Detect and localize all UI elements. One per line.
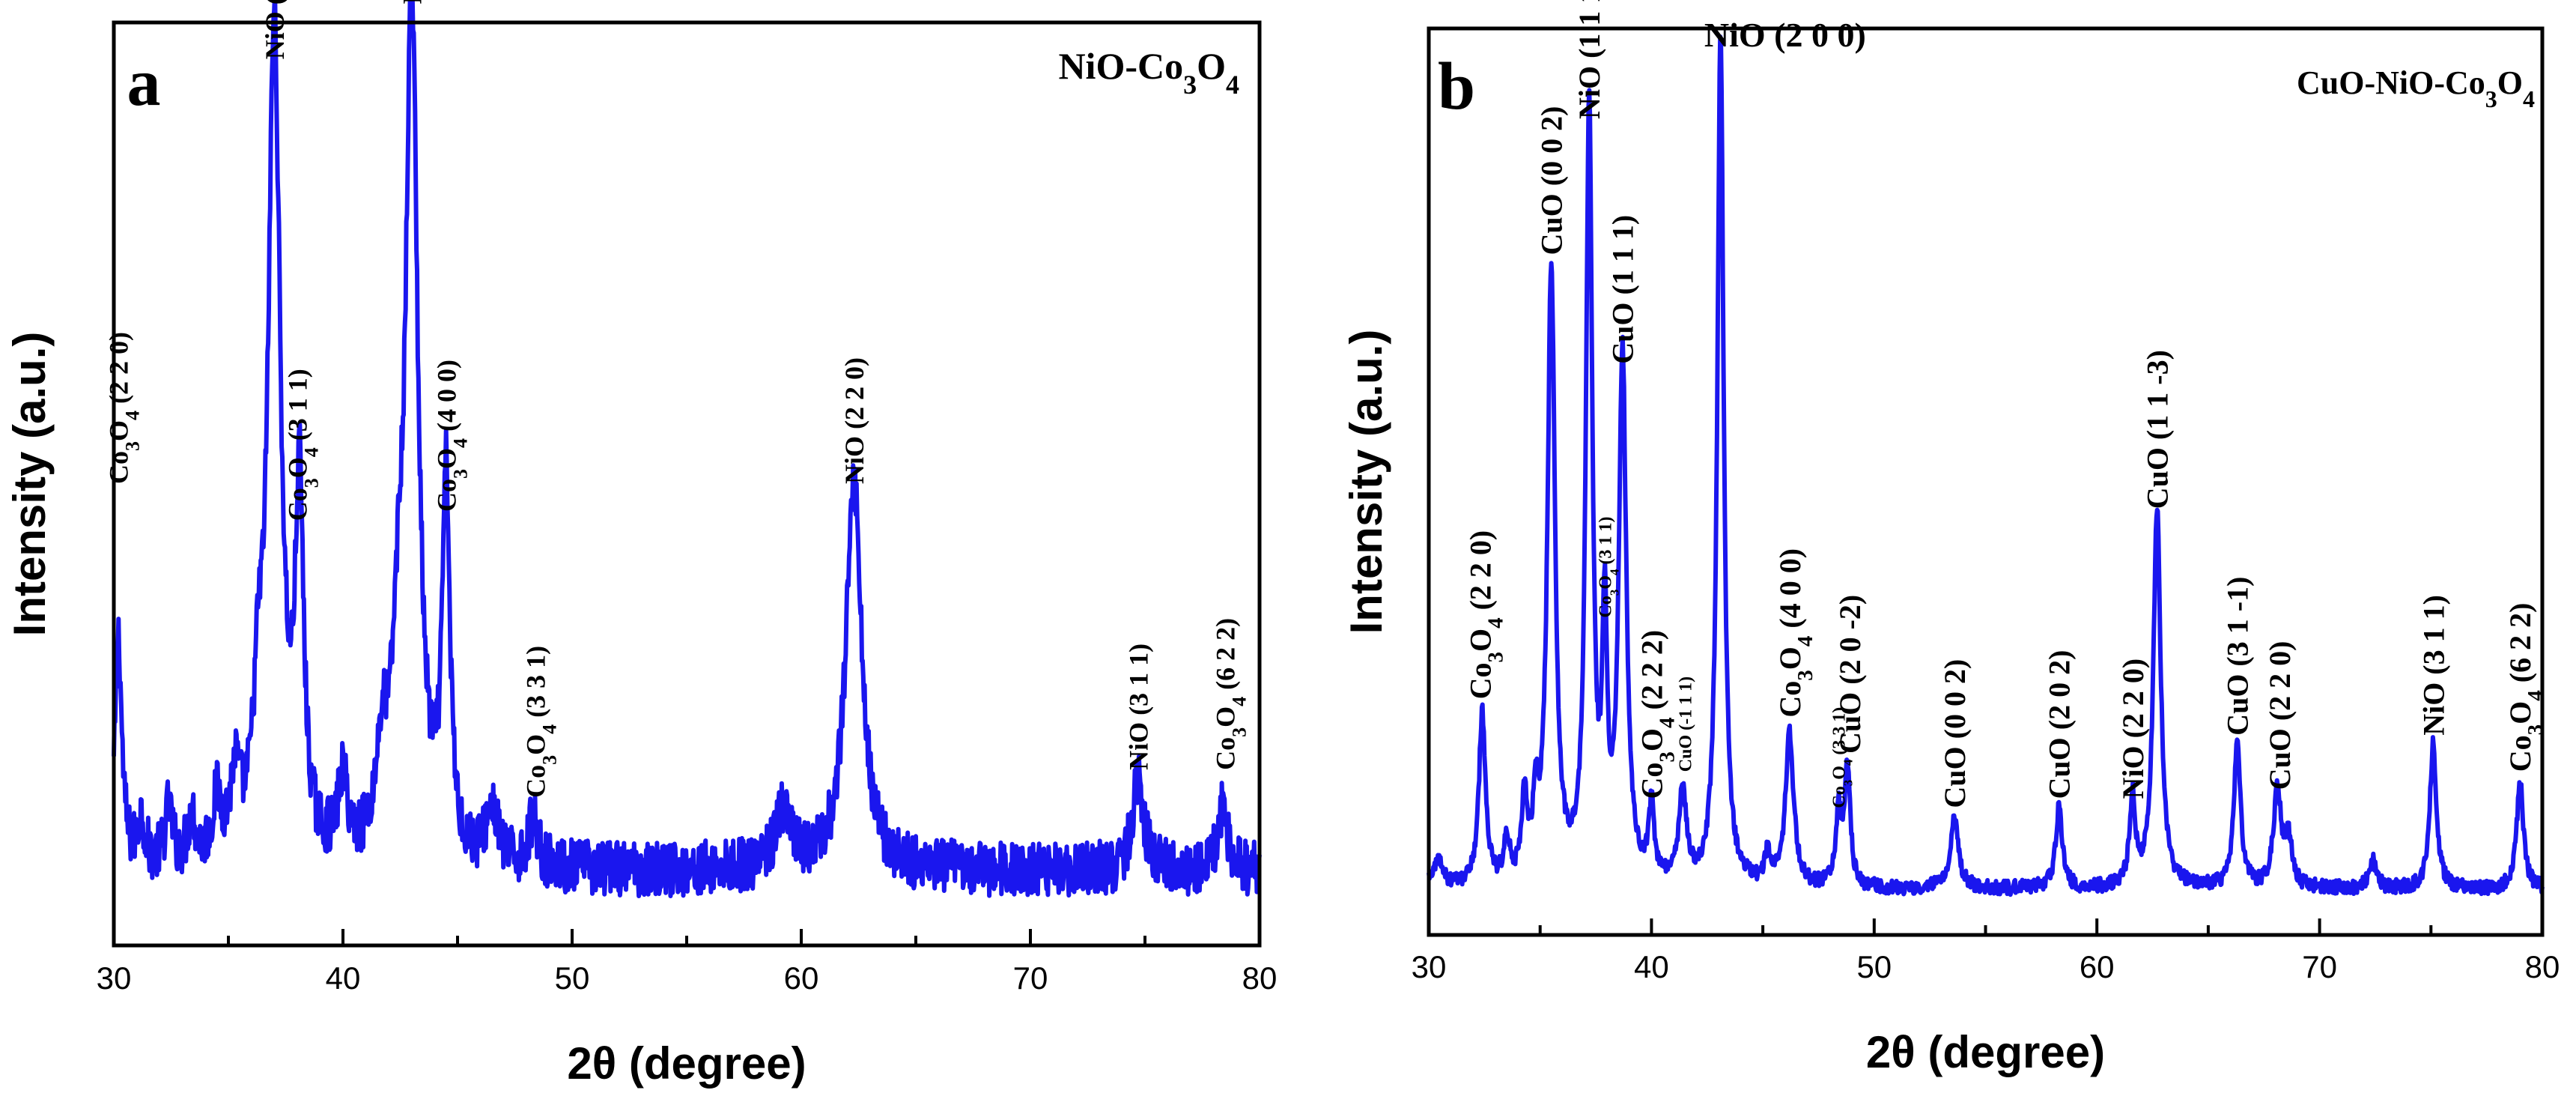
peak-label: CuO (0 0 2) [1535, 106, 1569, 255]
peak-label: CuO (2 0 -2) [1833, 595, 1867, 754]
peak-label: Co3O4 (3 1 1) [282, 369, 322, 521]
peak-label: CuO (2 2 0) [2263, 641, 2297, 790]
x-tick-label: 50 [555, 960, 590, 996]
peak-label: Co3O4 (3 3 1) [521, 646, 561, 798]
peak-label: NiO (3 1 1) [2416, 595, 2450, 736]
peak-label: CuO (-1 1 1) [1676, 676, 1695, 772]
x-tick-label: 30 [97, 960, 132, 996]
peak-label: CuO (1 1 -3) [2140, 350, 2174, 509]
peak-label: NiO (2 0 0) [397, 0, 427, 4]
x-tick-label: 70 [2302, 949, 2337, 984]
peak-label: Co3O4 (3 1 1) [1596, 516, 1621, 617]
peak-label: CuO (2 0 2) [2043, 650, 2077, 799]
peak-label: NiO (3 1 1) [1123, 644, 1153, 770]
chart-panel-b: 30 40 50 60 70 80 2θ (degree) Intensity (a.u.) b… [1341, 0, 2560, 1077]
peak-label: NiO (2 0 0) [1704, 16, 1866, 54]
panel-letter: a [127, 46, 161, 120]
x-axis-label: 2θ (degree) [567, 1038, 806, 1089]
plot-frame [112, 20, 1262, 948]
peak-label: Co3O4 (2 2 2) [1635, 630, 1679, 799]
chart-panel-a: 30 40 50 60 70 80 2θ (degree) Intensity (a.u.) a… [4, 0, 1277, 1089]
y-axis-label: Intensity (a.u.) [1341, 330, 1391, 635]
x-tick-label: 50 [1856, 949, 1892, 984]
y-axis-label: Intensity (a.u.) [4, 332, 55, 637]
peak-label: NiO (1 1 1) [260, 0, 290, 59]
peak-label: CuO (3 1 -1) [2221, 577, 2255, 736]
peak-label: CuO (1 1 1) [1606, 215, 1640, 364]
xrd-series-line [112, 0, 1262, 898]
peak-label: NiO (2 2 0) [839, 357, 869, 484]
peak-label: NiO (1 1 1) [1573, 0, 1606, 119]
x-tick-label: 60 [784, 960, 819, 996]
peak-label: Co3O4 (6 2 2) [1211, 618, 1251, 770]
peak-label: Co3O4 (4 0 0) [1773, 548, 1817, 718]
x-tick-label: 40 [1634, 949, 1669, 984]
peak-label: Co3O4 (3 3 1) [1830, 707, 1856, 808]
x-tick-label: 80 [2525, 949, 2560, 984]
peak-label: Co3O4 (4 0 0) [431, 360, 471, 512]
series-title: CuO-NiO-Co3O4 [2297, 64, 2535, 112]
x-tick-label: 70 [1013, 960, 1048, 996]
peak-label: Co3O4 (6 2 2) [2503, 603, 2548, 772]
plot-frame [1427, 26, 2545, 937]
peak-label: NiO (2 2 0) [2116, 659, 2150, 799]
x-tick-label: 60 [2080, 949, 2115, 984]
peak-label: Co3O4 (2 2 0) [1463, 530, 1507, 700]
x-axis-label: 2θ (degree) [1866, 1027, 2105, 1077]
x-tick-label: 40 [326, 960, 361, 996]
peak-label: CuO (0 0 2) [1938, 659, 1972, 808]
peak-label: Co3O4 (2 2 0) [104, 332, 144, 484]
x-tick-label: 80 [1242, 960, 1278, 996]
panel-letter: b [1438, 49, 1475, 124]
x-tick-label: 30 [1412, 949, 1447, 984]
series-title: NiO-Co3O4 [1058, 45, 1239, 100]
xrd-series-line [1427, 34, 2545, 897]
